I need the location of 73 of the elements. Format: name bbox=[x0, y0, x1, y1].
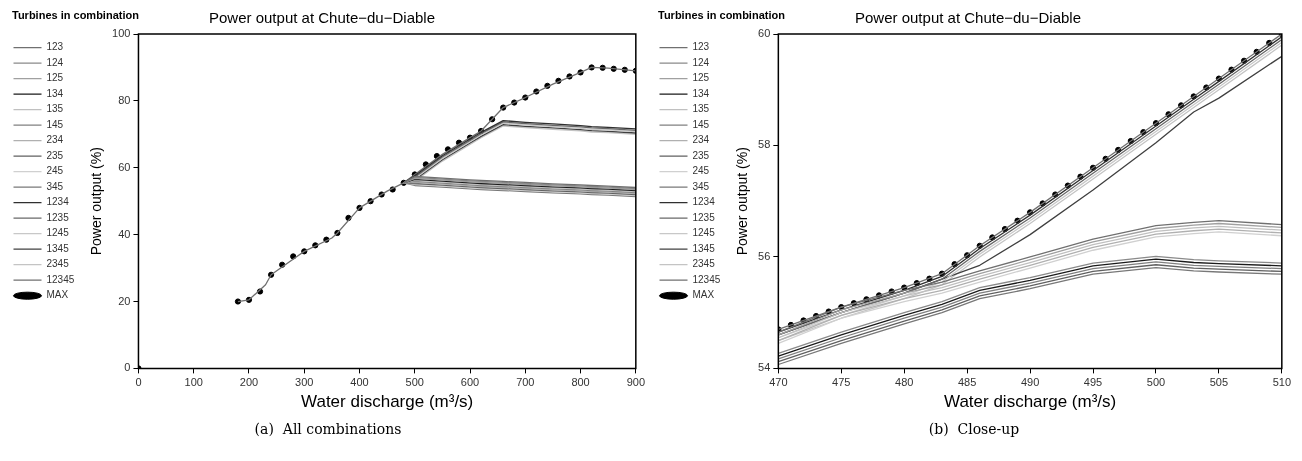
x-tick-label: 475 bbox=[832, 376, 851, 389]
x-tick-label: 510 bbox=[1272, 376, 1291, 389]
legend-label: 145 bbox=[692, 118, 710, 130]
y-tick-label: 60 bbox=[118, 160, 131, 173]
x-tick-label: 700 bbox=[516, 376, 535, 389]
x-tick-label: 200 bbox=[239, 376, 259, 389]
x-tick-label: 490 bbox=[1020, 376, 1040, 389]
legend-label: 345 bbox=[692, 180, 710, 192]
legend-label: 124 bbox=[692, 56, 710, 68]
x-tick-label: 600 bbox=[460, 376, 480, 389]
x-tick-label: 470 bbox=[769, 376, 788, 389]
legend-label: 1235 bbox=[692, 211, 716, 223]
legend-label: 2345 bbox=[692, 258, 716, 270]
x-tick-label: 400 bbox=[350, 376, 369, 389]
y-axis-title: Power output (%) bbox=[733, 147, 750, 256]
x-tick-label: 0 bbox=[135, 376, 142, 389]
x-axis-title: Water discharge (m³/s) bbox=[301, 392, 474, 412]
legend-label: 1345 bbox=[692, 242, 716, 254]
legend-label: 234 bbox=[46, 134, 64, 146]
x-tick-label: 505 bbox=[1209, 376, 1229, 389]
y-tick-label: 40 bbox=[118, 227, 131, 240]
legend-label: 2345 bbox=[46, 258, 70, 270]
x-tick-label: 500 bbox=[1146, 376, 1166, 389]
legend-label: MAX bbox=[46, 289, 69, 301]
y-axis-title: Power output (%) bbox=[87, 147, 104, 256]
y-tick-label: 20 bbox=[118, 294, 131, 307]
legend-label: 1345 bbox=[46, 242, 70, 254]
legend-label: 1235 bbox=[46, 211, 70, 223]
legend-label: 12345 bbox=[692, 273, 721, 285]
legend-label: 1245 bbox=[46, 227, 70, 239]
legend-label: 1234 bbox=[46, 196, 70, 208]
legend-label: 135 bbox=[692, 103, 710, 115]
y-tick-label: 0 bbox=[124, 361, 131, 374]
legend-label: 123 bbox=[692, 41, 710, 53]
legend-label: 1245 bbox=[692, 227, 716, 239]
x-tick-label: 485 bbox=[957, 376, 977, 389]
chart-title: Power output at Chute−du−Diable bbox=[855, 9, 1081, 27]
legend-label: 245 bbox=[692, 165, 710, 177]
x-tick-label: 100 bbox=[184, 376, 203, 389]
y-tick-label: 100 bbox=[112, 27, 131, 40]
x-tick-label: 900 bbox=[626, 376, 645, 389]
legend-label: 123 bbox=[46, 41, 64, 53]
y-tick-label: 58 bbox=[758, 138, 771, 151]
legend-title: Turbines in combination bbox=[12, 8, 140, 21]
legend-label: 234 bbox=[692, 134, 710, 146]
legend-label: 134 bbox=[46, 87, 64, 99]
legend-label: 145 bbox=[46, 118, 64, 130]
legend-label: 125 bbox=[46, 72, 64, 84]
x-tick-label: 480 bbox=[895, 376, 914, 389]
legend-label: 125 bbox=[692, 72, 710, 84]
y-tick-label: 56 bbox=[758, 249, 771, 262]
legend-label: 235 bbox=[46, 149, 64, 161]
text: (b) Close-up bbox=[928, 421, 1020, 437]
legend-label: 235 bbox=[692, 149, 710, 161]
y-tick-label: 54 bbox=[758, 361, 771, 374]
legend-label: MAX bbox=[692, 289, 715, 301]
chart-title: Power output at Chute−du−Diable bbox=[209, 9, 435, 27]
legend-label: 12345 bbox=[46, 273, 75, 285]
x-axis-title: Water discharge (m³/s) bbox=[943, 392, 1117, 412]
x-tick-label: 495 bbox=[1083, 376, 1103, 389]
text: (a) All combinations bbox=[254, 421, 402, 437]
y-tick-label: 80 bbox=[118, 93, 131, 106]
x-tick-label: 800 bbox=[571, 376, 590, 389]
x-tick-label: 300 bbox=[295, 376, 314, 389]
legend-label: 345 bbox=[46, 180, 64, 192]
legend-label: 124 bbox=[46, 56, 64, 68]
legend-label: 135 bbox=[46, 103, 64, 115]
legend-label: 245 bbox=[46, 165, 64, 177]
legend-title: Turbines in combination bbox=[658, 8, 786, 21]
legend-label: 1234 bbox=[692, 196, 716, 208]
legend-label: 134 bbox=[692, 87, 710, 99]
x-tick-label: 500 bbox=[405, 376, 424, 389]
y-tick-label: 60 bbox=[758, 27, 771, 40]
